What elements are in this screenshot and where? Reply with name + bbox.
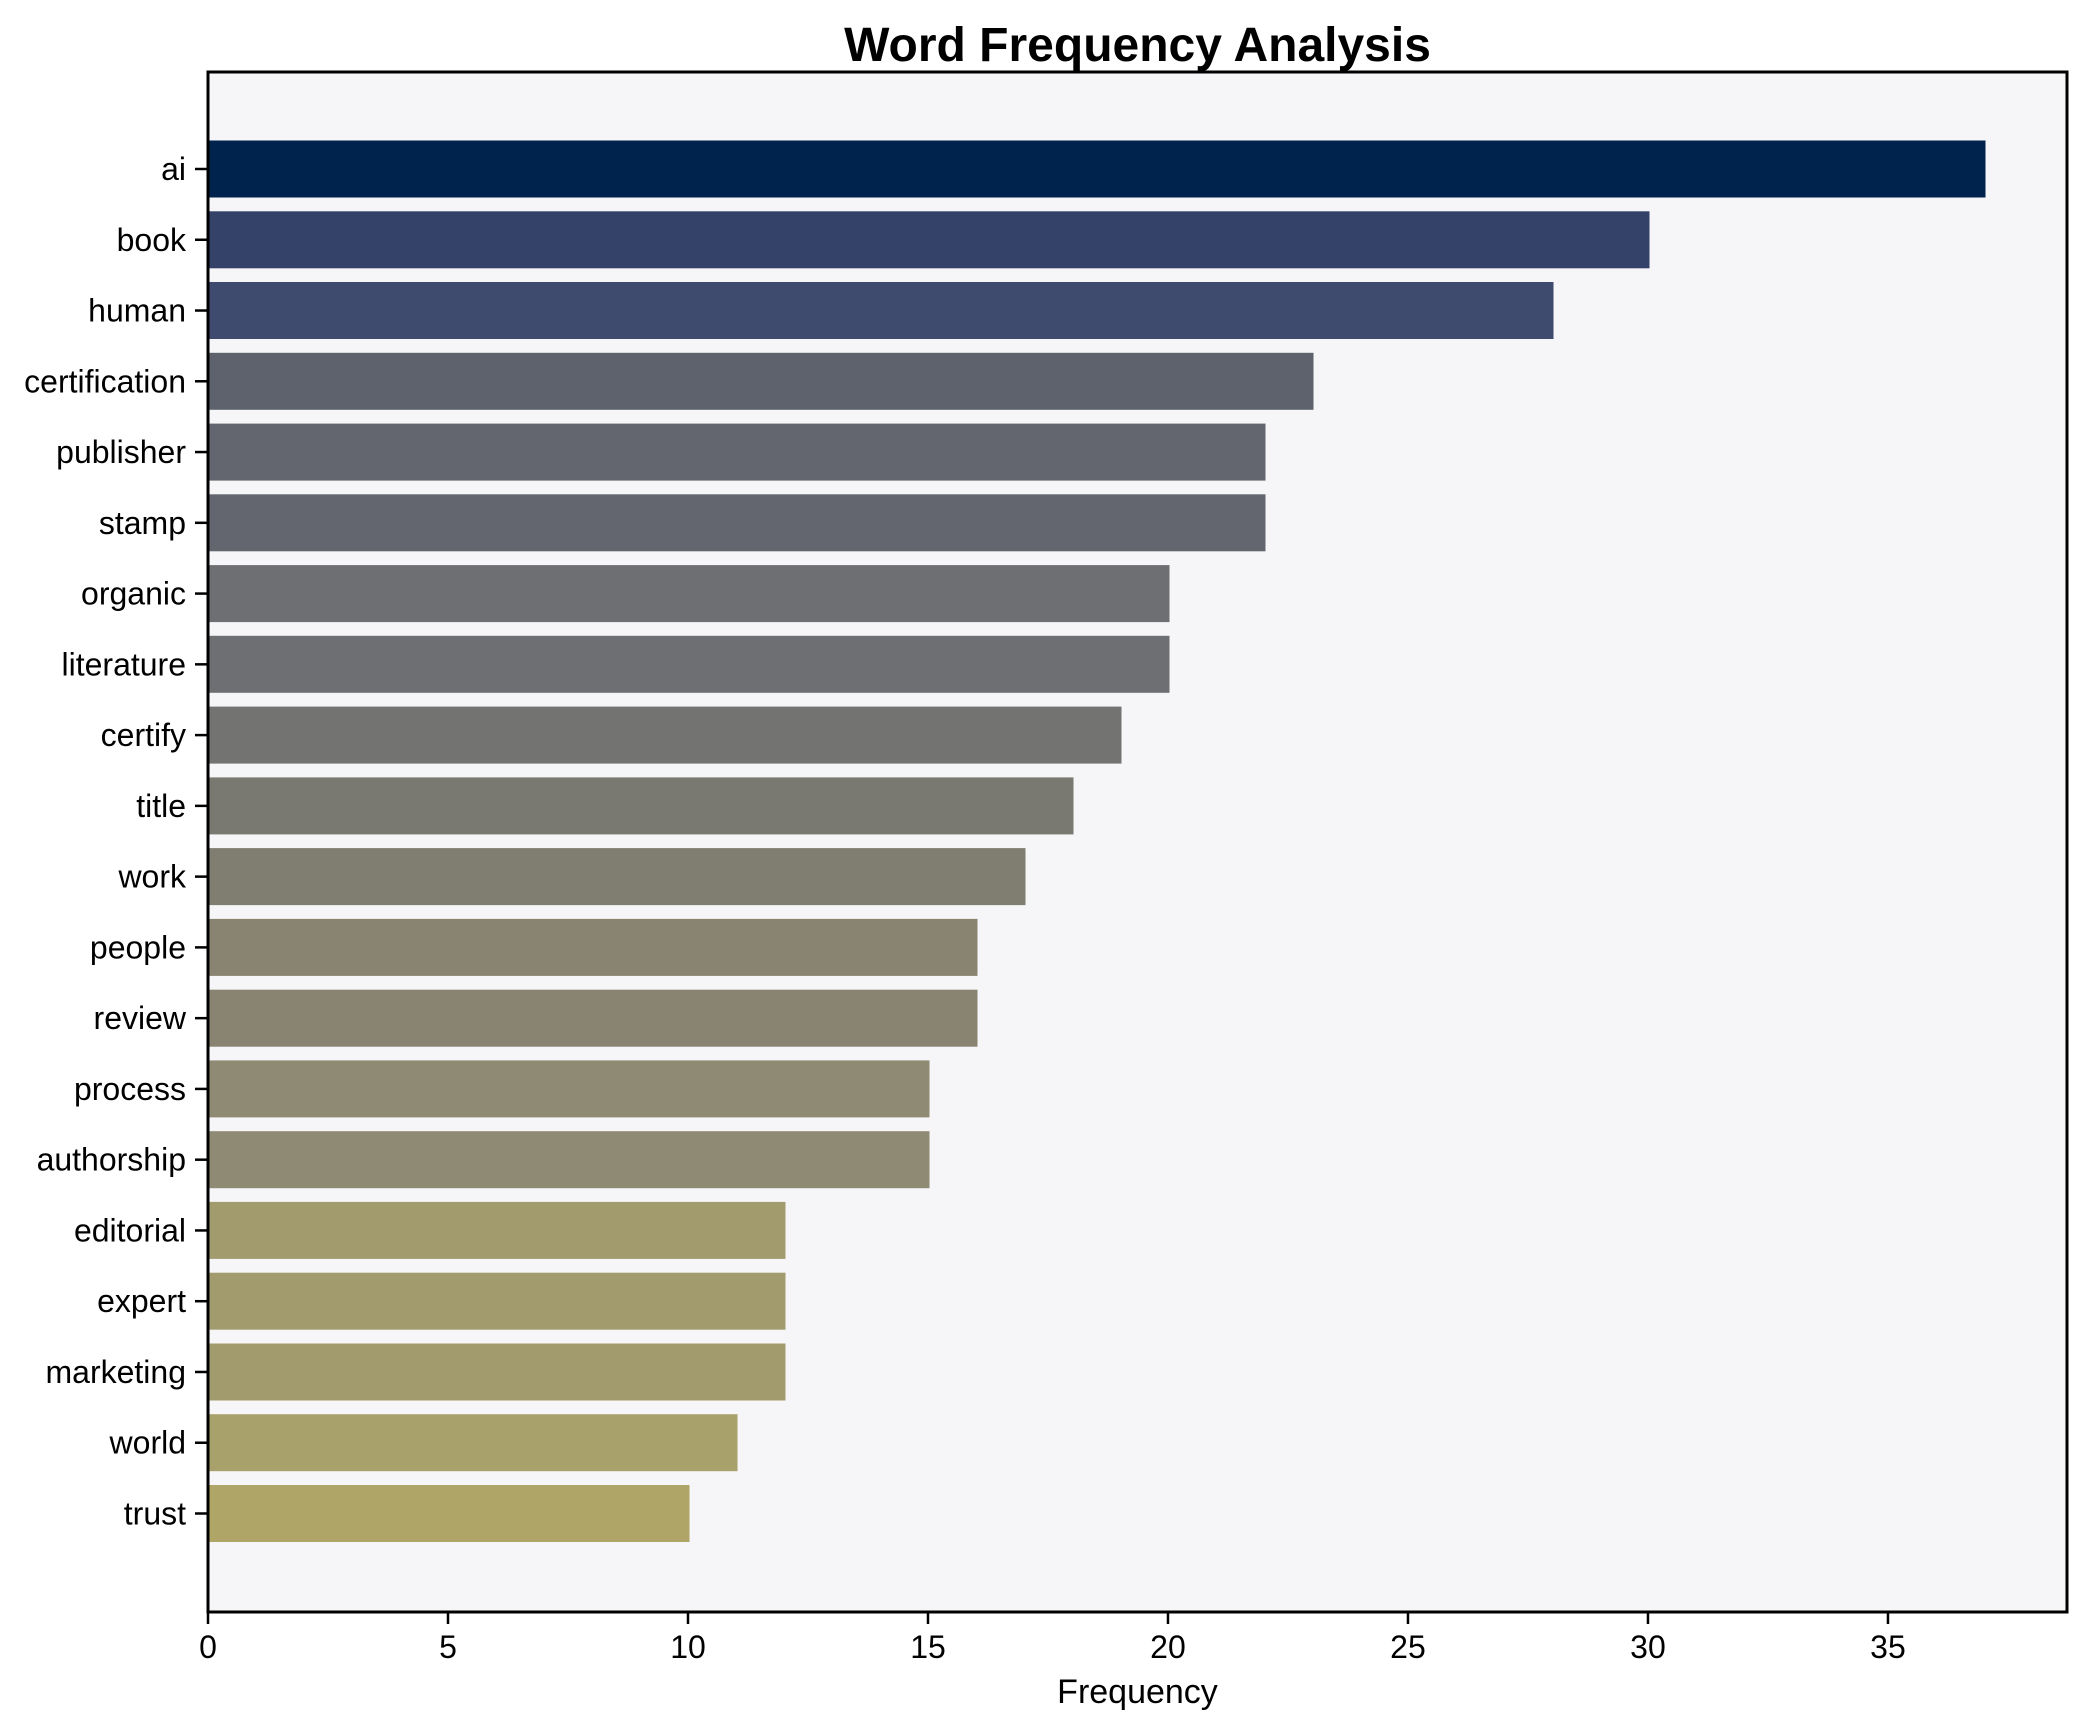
bar-world (209, 1414, 738, 1472)
y-tick-label-trust: trust (124, 1495, 186, 1531)
y-tick-label-work: work (117, 859, 187, 895)
bar-ai (209, 140, 1986, 198)
x-tick-label-15: 15 (910, 1629, 946, 1665)
x-tick-label-30: 30 (1630, 1629, 1666, 1665)
y-tick-label-authorship: authorship (37, 1142, 186, 1178)
y-tick-label-book: book (117, 222, 187, 258)
x-tick-label-35: 35 (1870, 1629, 1906, 1665)
y-tick-label-people: people (90, 929, 186, 965)
chart-title: Word Frequency Analysis (844, 19, 1431, 72)
x-tick-label-5: 5 (439, 1629, 457, 1665)
y-tick-label-expert: expert (97, 1283, 186, 1319)
bar-authorship (209, 1131, 930, 1189)
bar-title (209, 777, 1074, 835)
bar-trust (209, 1485, 690, 1542)
bar-editorial (209, 1201, 786, 1259)
y-tick-label-organic: organic (81, 576, 186, 612)
bar-book (209, 211, 1650, 269)
x-tick-label-10: 10 (670, 1629, 706, 1665)
bar-literature (209, 635, 1170, 693)
x-axis-label: Frequency (1057, 1673, 1218, 1711)
x-tick-label-20: 20 (1150, 1629, 1186, 1665)
bar-human (209, 282, 1554, 339)
y-tick-label-human: human (88, 293, 186, 329)
axes-border (206, 70, 2069, 1614)
x-axis-ticks: 0 5 10 15 20 25 30 35 (199, 1612, 1906, 1665)
y-tick-label-process: process (74, 1071, 186, 1107)
y-tick-label-marketing: marketing (46, 1354, 187, 1390)
y-tick-label-title: title (136, 788, 186, 824)
bar-certification (209, 352, 1314, 410)
bar-publisher (209, 423, 1266, 481)
bar-people (209, 918, 978, 976)
y-tick-label-certification: certification (24, 363, 186, 399)
bar-process (209, 1060, 930, 1118)
bar-expert (209, 1272, 786, 1330)
y-tick-label-publisher: publisher (56, 434, 186, 470)
y-tick-label-literature: literature (62, 646, 187, 682)
y-tick-label-world: world (109, 1425, 186, 1461)
y-tick-label-certify: certify (101, 717, 186, 753)
bar-certify (209, 706, 1122, 764)
bar-stamp (209, 494, 1266, 552)
y-tick-label-stamp: stamp (99, 505, 186, 541)
bar-marketing (209, 1343, 786, 1401)
x-tick-label-25: 25 (1390, 1629, 1426, 1665)
bar-work (209, 848, 1026, 906)
y-tick-label-ai: ai (161, 151, 186, 187)
bar-organic (209, 565, 1170, 623)
bar-review (209, 989, 978, 1047)
x-tick-label-0: 0 (199, 1629, 217, 1665)
bars-group (209, 140, 1986, 1542)
y-tick-label-review: review (94, 1000, 187, 1036)
y-tick-label-editorial: editorial (74, 1212, 186, 1248)
y-axis-ticks: ai book human certification publisher stamp or… (24, 151, 208, 1531)
